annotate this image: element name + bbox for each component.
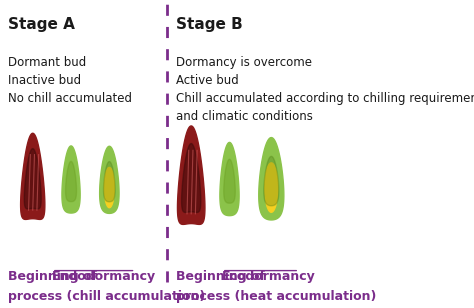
Polygon shape: [220, 142, 239, 216]
Polygon shape: [224, 159, 235, 203]
Polygon shape: [24, 149, 41, 209]
Text: Endodormancy: Endodormancy: [52, 270, 156, 283]
Polygon shape: [20, 133, 45, 219]
Polygon shape: [65, 161, 76, 202]
Text: Beginning of: Beginning of: [9, 270, 102, 283]
Text: Stage B: Stage B: [175, 17, 242, 32]
Text: Dormancy is overcome
Active bud
Chill accumulated according to chilling requirem: Dormancy is overcome Active bud Chill ac…: [175, 56, 474, 123]
Text: Dormant bud
Inactive bud
No chill accumulated: Dormant bud Inactive bud No chill accumu…: [9, 56, 132, 105]
Polygon shape: [265, 163, 278, 212]
Polygon shape: [177, 126, 205, 225]
Text: process (chill accumulation): process (chill accumulation): [9, 290, 206, 303]
Polygon shape: [259, 138, 284, 220]
Text: process (heat accumulation): process (heat accumulation): [175, 290, 376, 303]
Polygon shape: [103, 162, 115, 202]
Text: Stage A: Stage A: [9, 17, 75, 32]
Text: Beginning of: Beginning of: [175, 270, 269, 283]
Polygon shape: [182, 144, 201, 213]
Text: Ecodormancy: Ecodormancy: [222, 270, 316, 283]
Polygon shape: [104, 168, 114, 208]
Polygon shape: [62, 146, 80, 213]
Polygon shape: [264, 156, 279, 206]
Polygon shape: [100, 146, 119, 213]
